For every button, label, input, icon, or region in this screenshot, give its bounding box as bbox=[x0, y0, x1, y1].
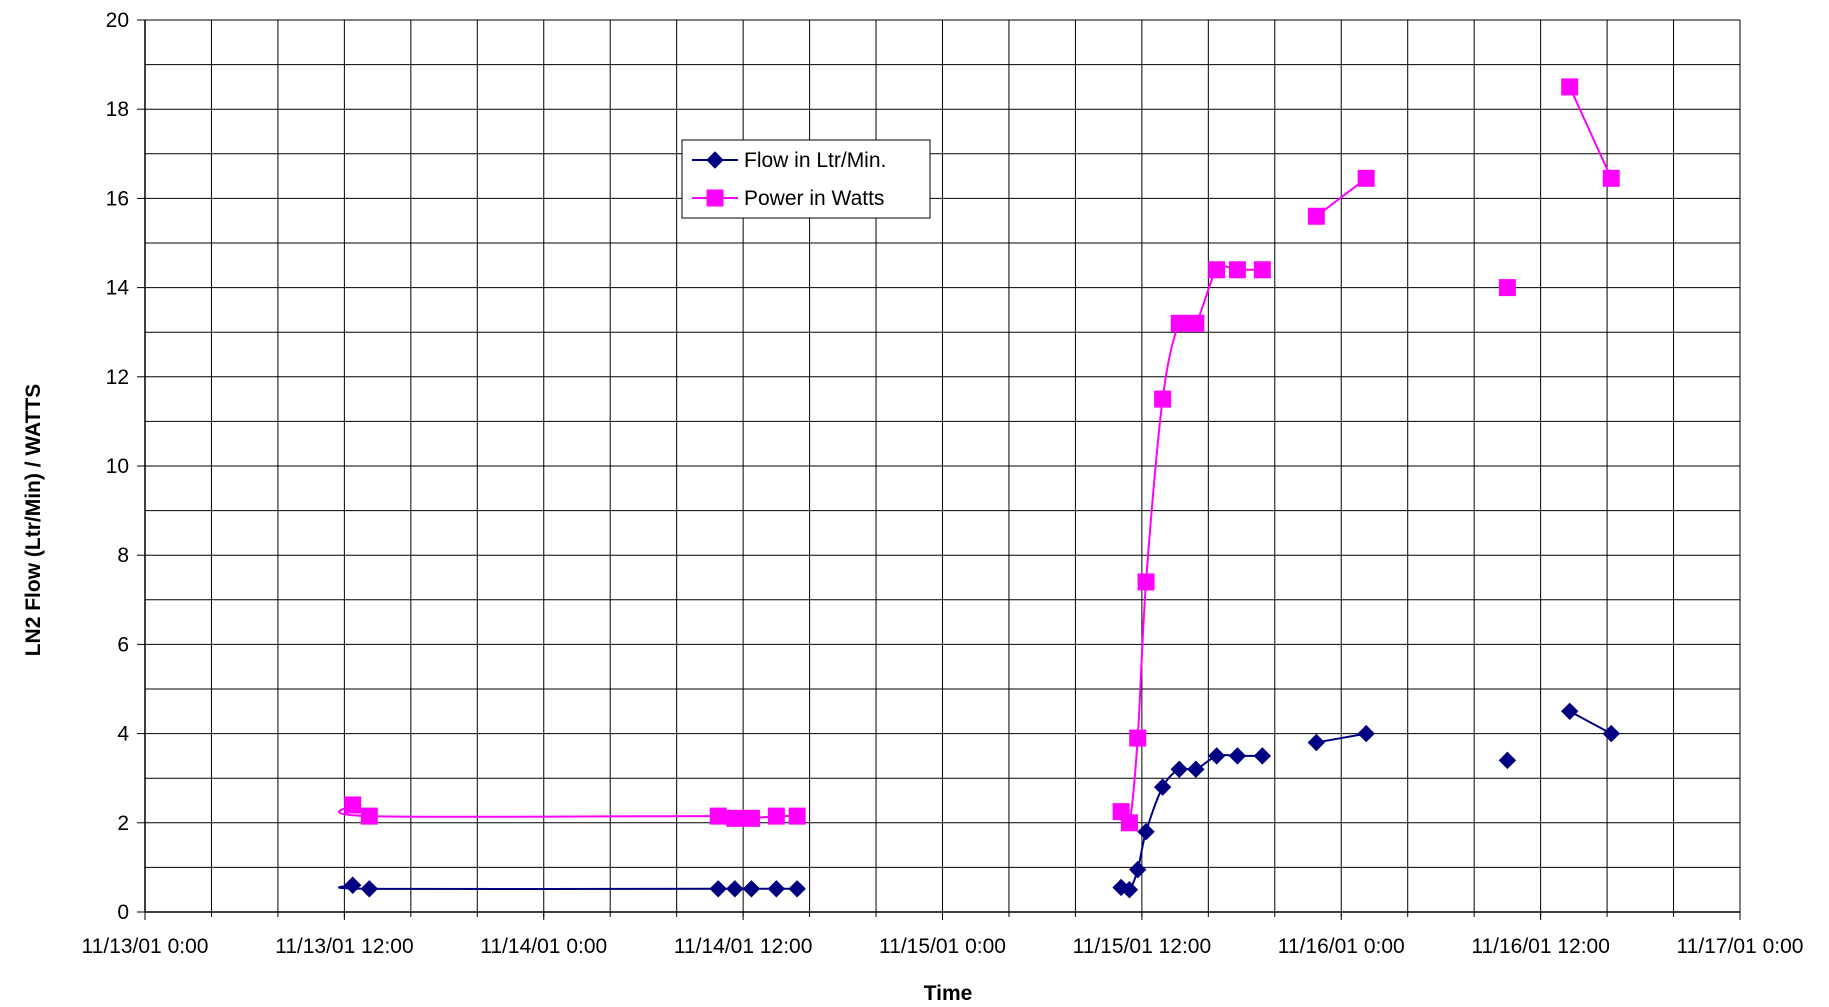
data-point bbox=[742, 880, 761, 898]
series-flow bbox=[338, 702, 1620, 899]
data-point bbox=[709, 880, 727, 898]
data-point bbox=[343, 876, 362, 894]
y-tick-label: 12 bbox=[106, 366, 129, 389]
data-point bbox=[1253, 261, 1271, 279]
data-point bbox=[788, 807, 806, 825]
data-point bbox=[1498, 279, 1516, 297]
data-point bbox=[1602, 724, 1620, 743]
y-tick-label: 8 bbox=[117, 544, 129, 567]
plot-series bbox=[338, 78, 1620, 899]
plot-axes: 0 2 4 6 8 10 12 14 16 18 20 11/13/01 0:00 11/13/01 1… bbox=[82, 9, 1804, 958]
data-point bbox=[344, 796, 362, 814]
data-point bbox=[1561, 78, 1579, 96]
data-point bbox=[788, 880, 806, 898]
x-tick-label: 11/14/01 12:00 bbox=[674, 935, 813, 958]
plot-grid bbox=[144, 19, 1741, 913]
series-line bbox=[1569, 710, 1612, 735]
data-point bbox=[1187, 314, 1205, 332]
data-point bbox=[742, 809, 760, 827]
legend-entry-label: Flow in Ltr/Min. bbox=[744, 149, 886, 172]
y-axis-title: LN2 Flow (Ltr/Min) / WATTS bbox=[22, 384, 45, 657]
x-tick-label: 11/15/01 12:00 bbox=[1073, 935, 1212, 958]
legend-swatch-marker bbox=[706, 189, 724, 207]
data-point bbox=[1137, 573, 1155, 591]
x-tick-label: 11/15/01 0:00 bbox=[879, 935, 1006, 958]
data-point bbox=[360, 880, 379, 898]
data-point bbox=[1357, 724, 1375, 743]
data-point bbox=[726, 809, 744, 827]
data-point bbox=[1129, 729, 1147, 747]
data-point bbox=[1560, 702, 1579, 721]
legend-swatch-marker bbox=[706, 151, 724, 169]
x-tick-label: 11/16/01 12:00 bbox=[1471, 935, 1610, 958]
data-point bbox=[1602, 169, 1620, 187]
data-point bbox=[1498, 751, 1517, 770]
data-point bbox=[1187, 760, 1205, 778]
data-point bbox=[1120, 814, 1138, 832]
data-point bbox=[1170, 760, 1188, 778]
series-power bbox=[338, 78, 1620, 832]
y-tick-label: 4 bbox=[117, 723, 129, 746]
y-tick-label: 10 bbox=[106, 455, 129, 478]
x-tick-label: 11/17/01 0:00 bbox=[1677, 935, 1804, 958]
data-point bbox=[1137, 823, 1155, 841]
x-tick-label: 11/14/01 0:00 bbox=[480, 935, 607, 958]
data-point bbox=[1307, 733, 1326, 752]
data-point bbox=[1307, 207, 1325, 225]
y-tick-label: 2 bbox=[117, 812, 129, 835]
x-tick-label: 11/16/01 0:00 bbox=[1278, 935, 1405, 958]
y-tick-label: 0 bbox=[117, 901, 129, 924]
series-line bbox=[1568, 86, 1613, 179]
x-axis-title: Time bbox=[924, 982, 973, 1005]
data-point bbox=[767, 807, 785, 825]
data-point bbox=[1357, 169, 1375, 187]
x-tick-label: 11/13/01 0:00 bbox=[82, 935, 209, 958]
data-point bbox=[1154, 390, 1172, 408]
data-point bbox=[1129, 860, 1147, 879]
series-line bbox=[1120, 753, 1263, 892]
data-point bbox=[360, 807, 378, 825]
y-tick-label: 16 bbox=[106, 187, 129, 210]
data-point bbox=[1208, 261, 1226, 279]
y-tick-label: 6 bbox=[117, 633, 129, 656]
data-point bbox=[1170, 314, 1188, 332]
legend: Flow in Ltr/Min. Power in Watts bbox=[681, 139, 931, 219]
x-tick-label: 11/13/01 12:00 bbox=[275, 935, 414, 958]
y-tick-label: 14 bbox=[106, 277, 130, 300]
data-point bbox=[767, 880, 786, 898]
y-tick-label: 18 bbox=[106, 98, 129, 121]
data-point bbox=[1207, 747, 1226, 765]
data-point bbox=[1228, 747, 1247, 765]
data-point bbox=[1228, 261, 1246, 279]
data-point bbox=[1120, 880, 1139, 899]
data-point bbox=[1153, 778, 1172, 796]
data-point bbox=[726, 880, 744, 898]
legend-entry-label: Power in Watts bbox=[744, 187, 884, 210]
data-point bbox=[1253, 747, 1272, 765]
y-tick-label: 20 bbox=[106, 9, 129, 32]
data-point bbox=[709, 807, 727, 825]
